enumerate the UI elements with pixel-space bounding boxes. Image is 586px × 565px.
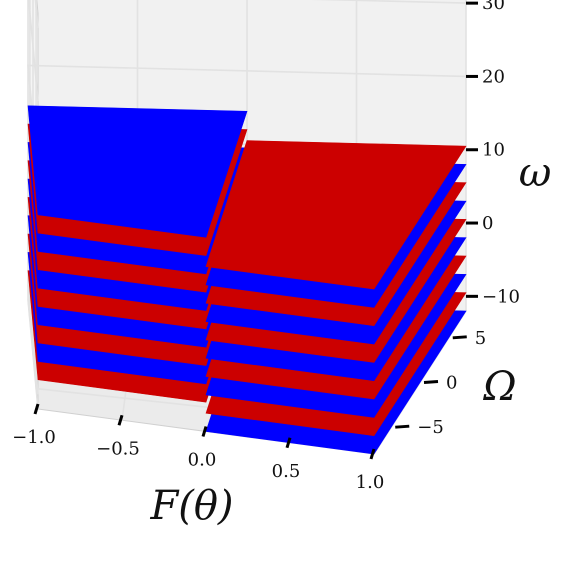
y-tick-mark <box>452 335 467 340</box>
x-tick-label: 0.5 <box>272 461 301 482</box>
x-axis-label: F(θ) <box>149 483 233 529</box>
z-tick-label: 30 <box>482 0 505 14</box>
x-tick-label: 0.0 <box>188 450 217 471</box>
sheet-right-half <box>205 140 467 290</box>
z-tick-label: 0 <box>482 213 493 234</box>
z-grid-line <box>27 0 467 102</box>
y-axis-label: Ω <box>482 364 516 410</box>
y-tick-label: 0 <box>446 373 457 394</box>
y-tick-mark <box>395 424 410 429</box>
z-tick-label: 10 <box>482 140 505 161</box>
axis-ticks: −1.0−0.50.00.51.0−505−10010203040 <box>12 0 520 493</box>
x-tick-label: −1.0 <box>12 427 56 448</box>
x-tick-label: −0.5 <box>96 438 140 459</box>
surface-sheets <box>27 105 467 455</box>
x-tick-mark <box>33 403 40 415</box>
x-tick-mark <box>369 448 376 460</box>
y-tick-mark <box>423 380 439 384</box>
z-axis-label: ω <box>519 150 552 196</box>
y-tick-label: −5 <box>417 417 444 438</box>
x-tick-label: 1.0 <box>356 472 385 493</box>
x-tick-mark <box>117 414 124 426</box>
x-grid-line <box>27 0 39 410</box>
sheet-left-half <box>27 105 248 238</box>
z-tick-label: 20 <box>482 66 505 87</box>
x-tick-mark <box>201 426 208 437</box>
x-tick-mark <box>285 437 292 449</box>
z-tick-label: −10 <box>482 286 520 307</box>
y-tick-label: 5 <box>475 328 486 349</box>
sheet <box>27 105 467 290</box>
